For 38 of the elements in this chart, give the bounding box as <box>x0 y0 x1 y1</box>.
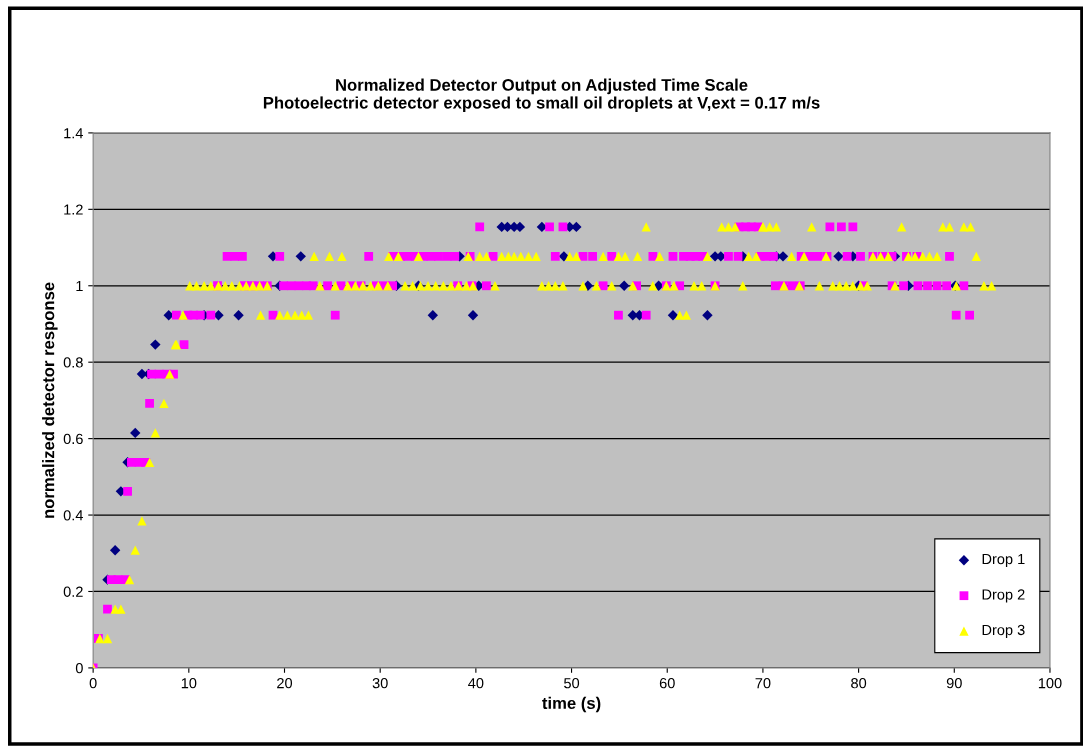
legend-label: Drop 1 <box>982 554 1025 568</box>
point <box>618 280 630 291</box>
x-tick-label: 10 <box>181 678 197 689</box>
x-tick-label: 30 <box>372 678 388 689</box>
point <box>833 251 844 262</box>
legend-label: Drop 3 <box>982 624 1025 639</box>
y-axis-title: normalized detector response <box>42 282 58 518</box>
x-tick-label: 90 <box>946 678 962 689</box>
point <box>467 309 479 321</box>
y-tick-label: 0.2 <box>63 586 83 597</box>
y-tick-label: 1.2 <box>64 204 83 215</box>
x-tick-label: 60 <box>659 678 675 689</box>
x-tick-label: 50 <box>564 678 580 689</box>
x-tick-label: 70 <box>755 678 771 689</box>
y-tick-label: 0.8 <box>63 357 83 368</box>
legend-label: Drop 2 <box>982 589 1025 603</box>
y-tick-label: 0 <box>75 663 83 674</box>
point <box>109 545 121 556</box>
point <box>233 309 244 321</box>
point <box>150 339 161 350</box>
x-tick-label: 80 <box>851 678 867 689</box>
x-tick-label: 40 <box>468 678 484 689</box>
x-tick-label: 100 <box>1038 678 1062 689</box>
y-tick-label: 0.6 <box>63 433 83 445</box>
y-tick-label: 1 <box>76 281 83 292</box>
y-tick-label: 0.4 <box>63 510 83 521</box>
y-tick-label: 1.4 <box>64 128 83 139</box>
point <box>702 309 713 321</box>
x-tick-label: 20 <box>277 678 293 689</box>
point <box>295 251 306 262</box>
chart-title: Normalized Detector Output on Adjusted Time Scale <box>336 78 748 95</box>
x-axis-title: time (s) <box>542 696 601 713</box>
point <box>627 309 638 321</box>
point <box>667 309 679 321</box>
chart-subtitle: Photoelectric detector exposed to small oil droplets at V,ext = 0.17 m/s <box>263 96 820 112</box>
x-tick-label: 0 <box>89 678 97 689</box>
point <box>427 309 439 321</box>
point <box>130 427 141 439</box>
